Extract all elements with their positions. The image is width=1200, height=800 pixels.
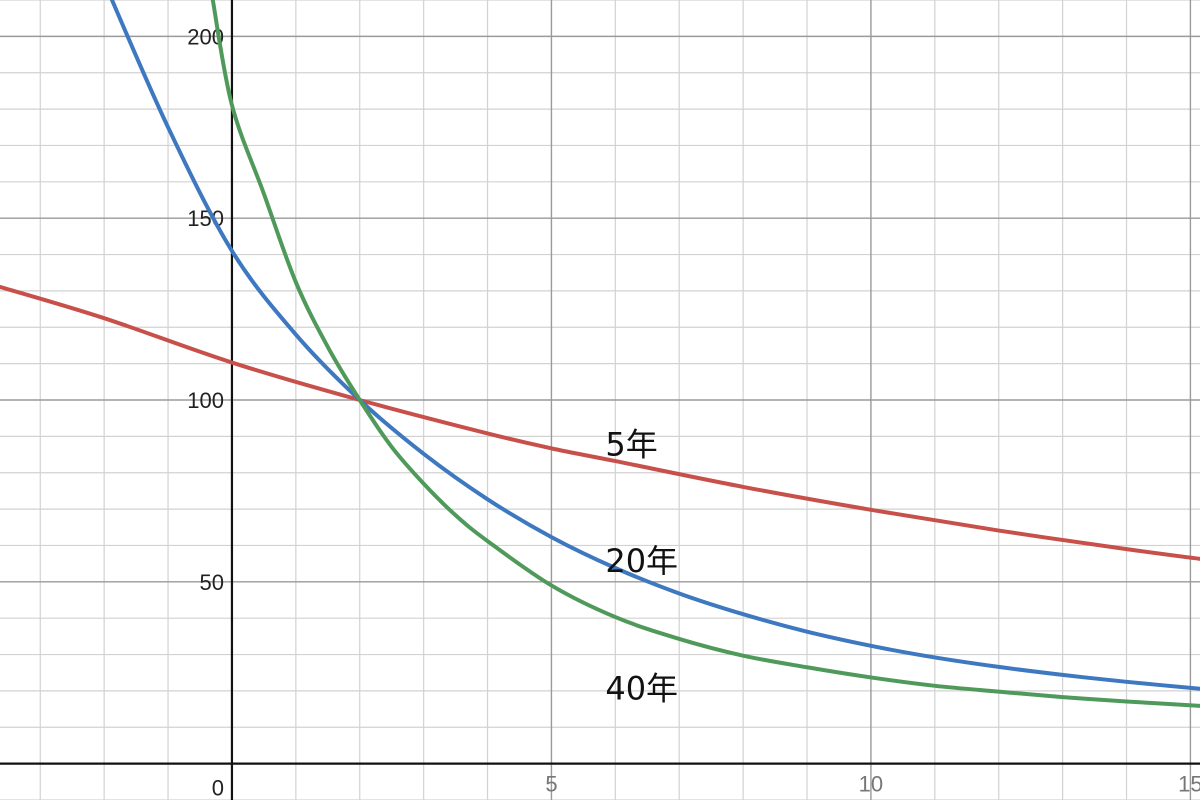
series-lines — [0, 0, 1200, 708]
series-labels: 5年 20年 40年 — [605, 426, 678, 708]
x-tick-label: 5 — [545, 772, 557, 797]
y-tick-label: 50 — [199, 570, 223, 595]
series-label: 5年 — [605, 426, 657, 464]
series-line-2 — [109, 0, 1200, 691]
x-tick-label: 15 — [1178, 772, 1200, 797]
series-line-1 — [0, 284, 1200, 561]
series-label: 40年 — [605, 669, 678, 707]
series-line-3 — [210, 0, 1200, 708]
series-label: 20年 — [605, 542, 678, 580]
y-tick-label: 100 — [187, 388, 224, 413]
y-tick-label: 0 — [212, 776, 224, 800]
x-tick-label: 10 — [859, 772, 883, 797]
